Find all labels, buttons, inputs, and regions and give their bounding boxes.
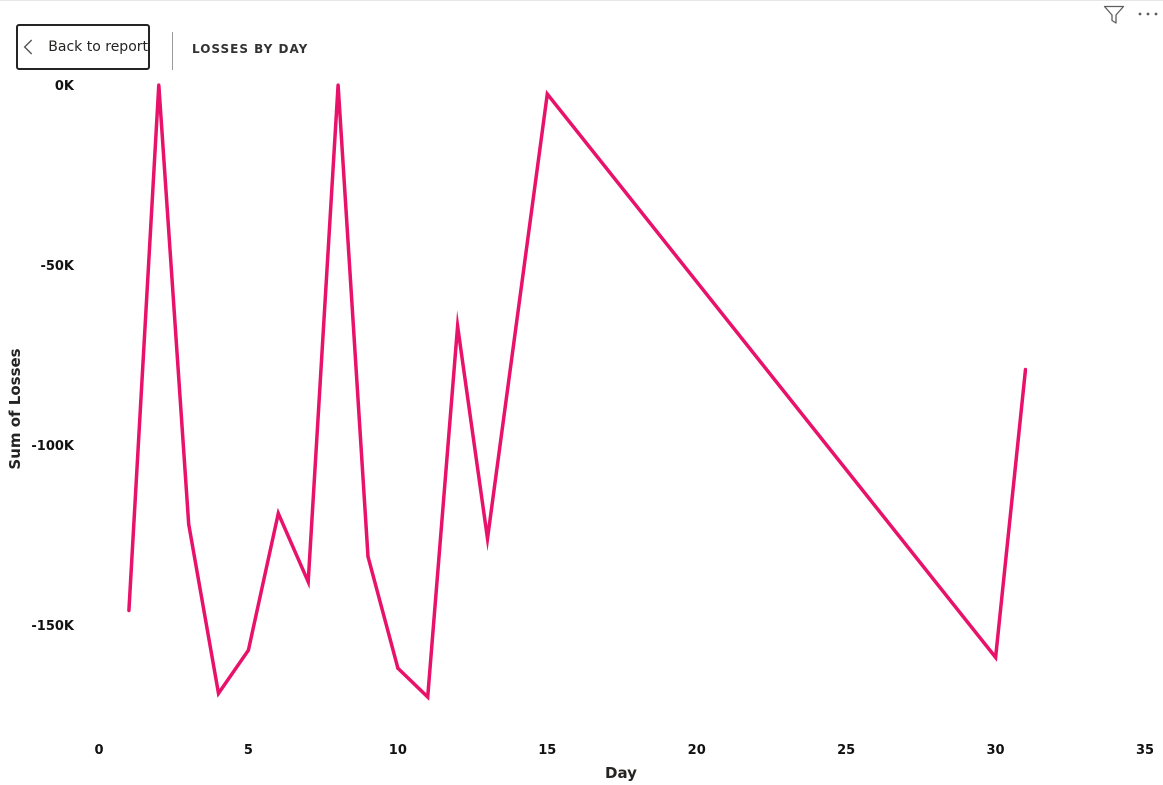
x-tick-label: 30 — [987, 743, 1005, 758]
chevron-left-icon — [23, 39, 33, 55]
series-points — [127, 83, 1028, 699]
y-axis-ticks: 0K -50K -100K -150K — [31, 79, 75, 634]
back-to-report-label: Back to report — [48, 39, 148, 55]
y-axis-title: Sum of Losses — [6, 348, 24, 469]
data-point — [246, 648, 251, 652]
back-to-report-button[interactable]: Back to report — [16, 24, 150, 70]
data-point — [426, 695, 430, 699]
x-tick-label: 25 — [837, 743, 855, 758]
page-title: LOSSES BY DAY — [192, 42, 309, 56]
data-point — [456, 324, 460, 328]
x-axis-ticks: 0 5 10 15 20 25 30 35 — [94, 743, 1154, 758]
data-point — [336, 83, 340, 87]
x-tick-label: 0 — [94, 743, 103, 758]
more-options-icon[interactable] — [1136, 6, 1160, 22]
data-point — [545, 92, 549, 96]
series-line — [127, 84, 1028, 701]
data-point — [306, 580, 310, 584]
x-tick-label: 10 — [389, 743, 407, 758]
data-point — [276, 511, 280, 515]
y-tick-label: -100K — [31, 439, 75, 454]
header-divider — [172, 32, 173, 70]
data-point — [993, 655, 998, 660]
x-tick-label: 35 — [1136, 743, 1154, 758]
data-point — [366, 555, 370, 559]
y-tick-label: -150K — [31, 619, 75, 634]
data-point — [216, 691, 221, 696]
x-axis-title: Day — [605, 764, 637, 782]
x-tick-label: 5 — [244, 743, 253, 758]
y-tick-label: 0K — [55, 79, 75, 94]
series-lines — [127, 84, 1028, 701]
x-tick-label: 15 — [538, 743, 556, 758]
data-point — [396, 666, 400, 670]
data-point — [1023, 367, 1028, 371]
data-point — [187, 522, 191, 526]
data-point — [127, 609, 131, 613]
filter-icon[interactable] — [1103, 5, 1125, 25]
data-point — [485, 537, 490, 541]
top-border — [0, 0, 1163, 1]
data-point — [157, 83, 161, 87]
y-tick-label: -50K — [40, 259, 74, 274]
x-tick-label: 20 — [688, 743, 706, 758]
